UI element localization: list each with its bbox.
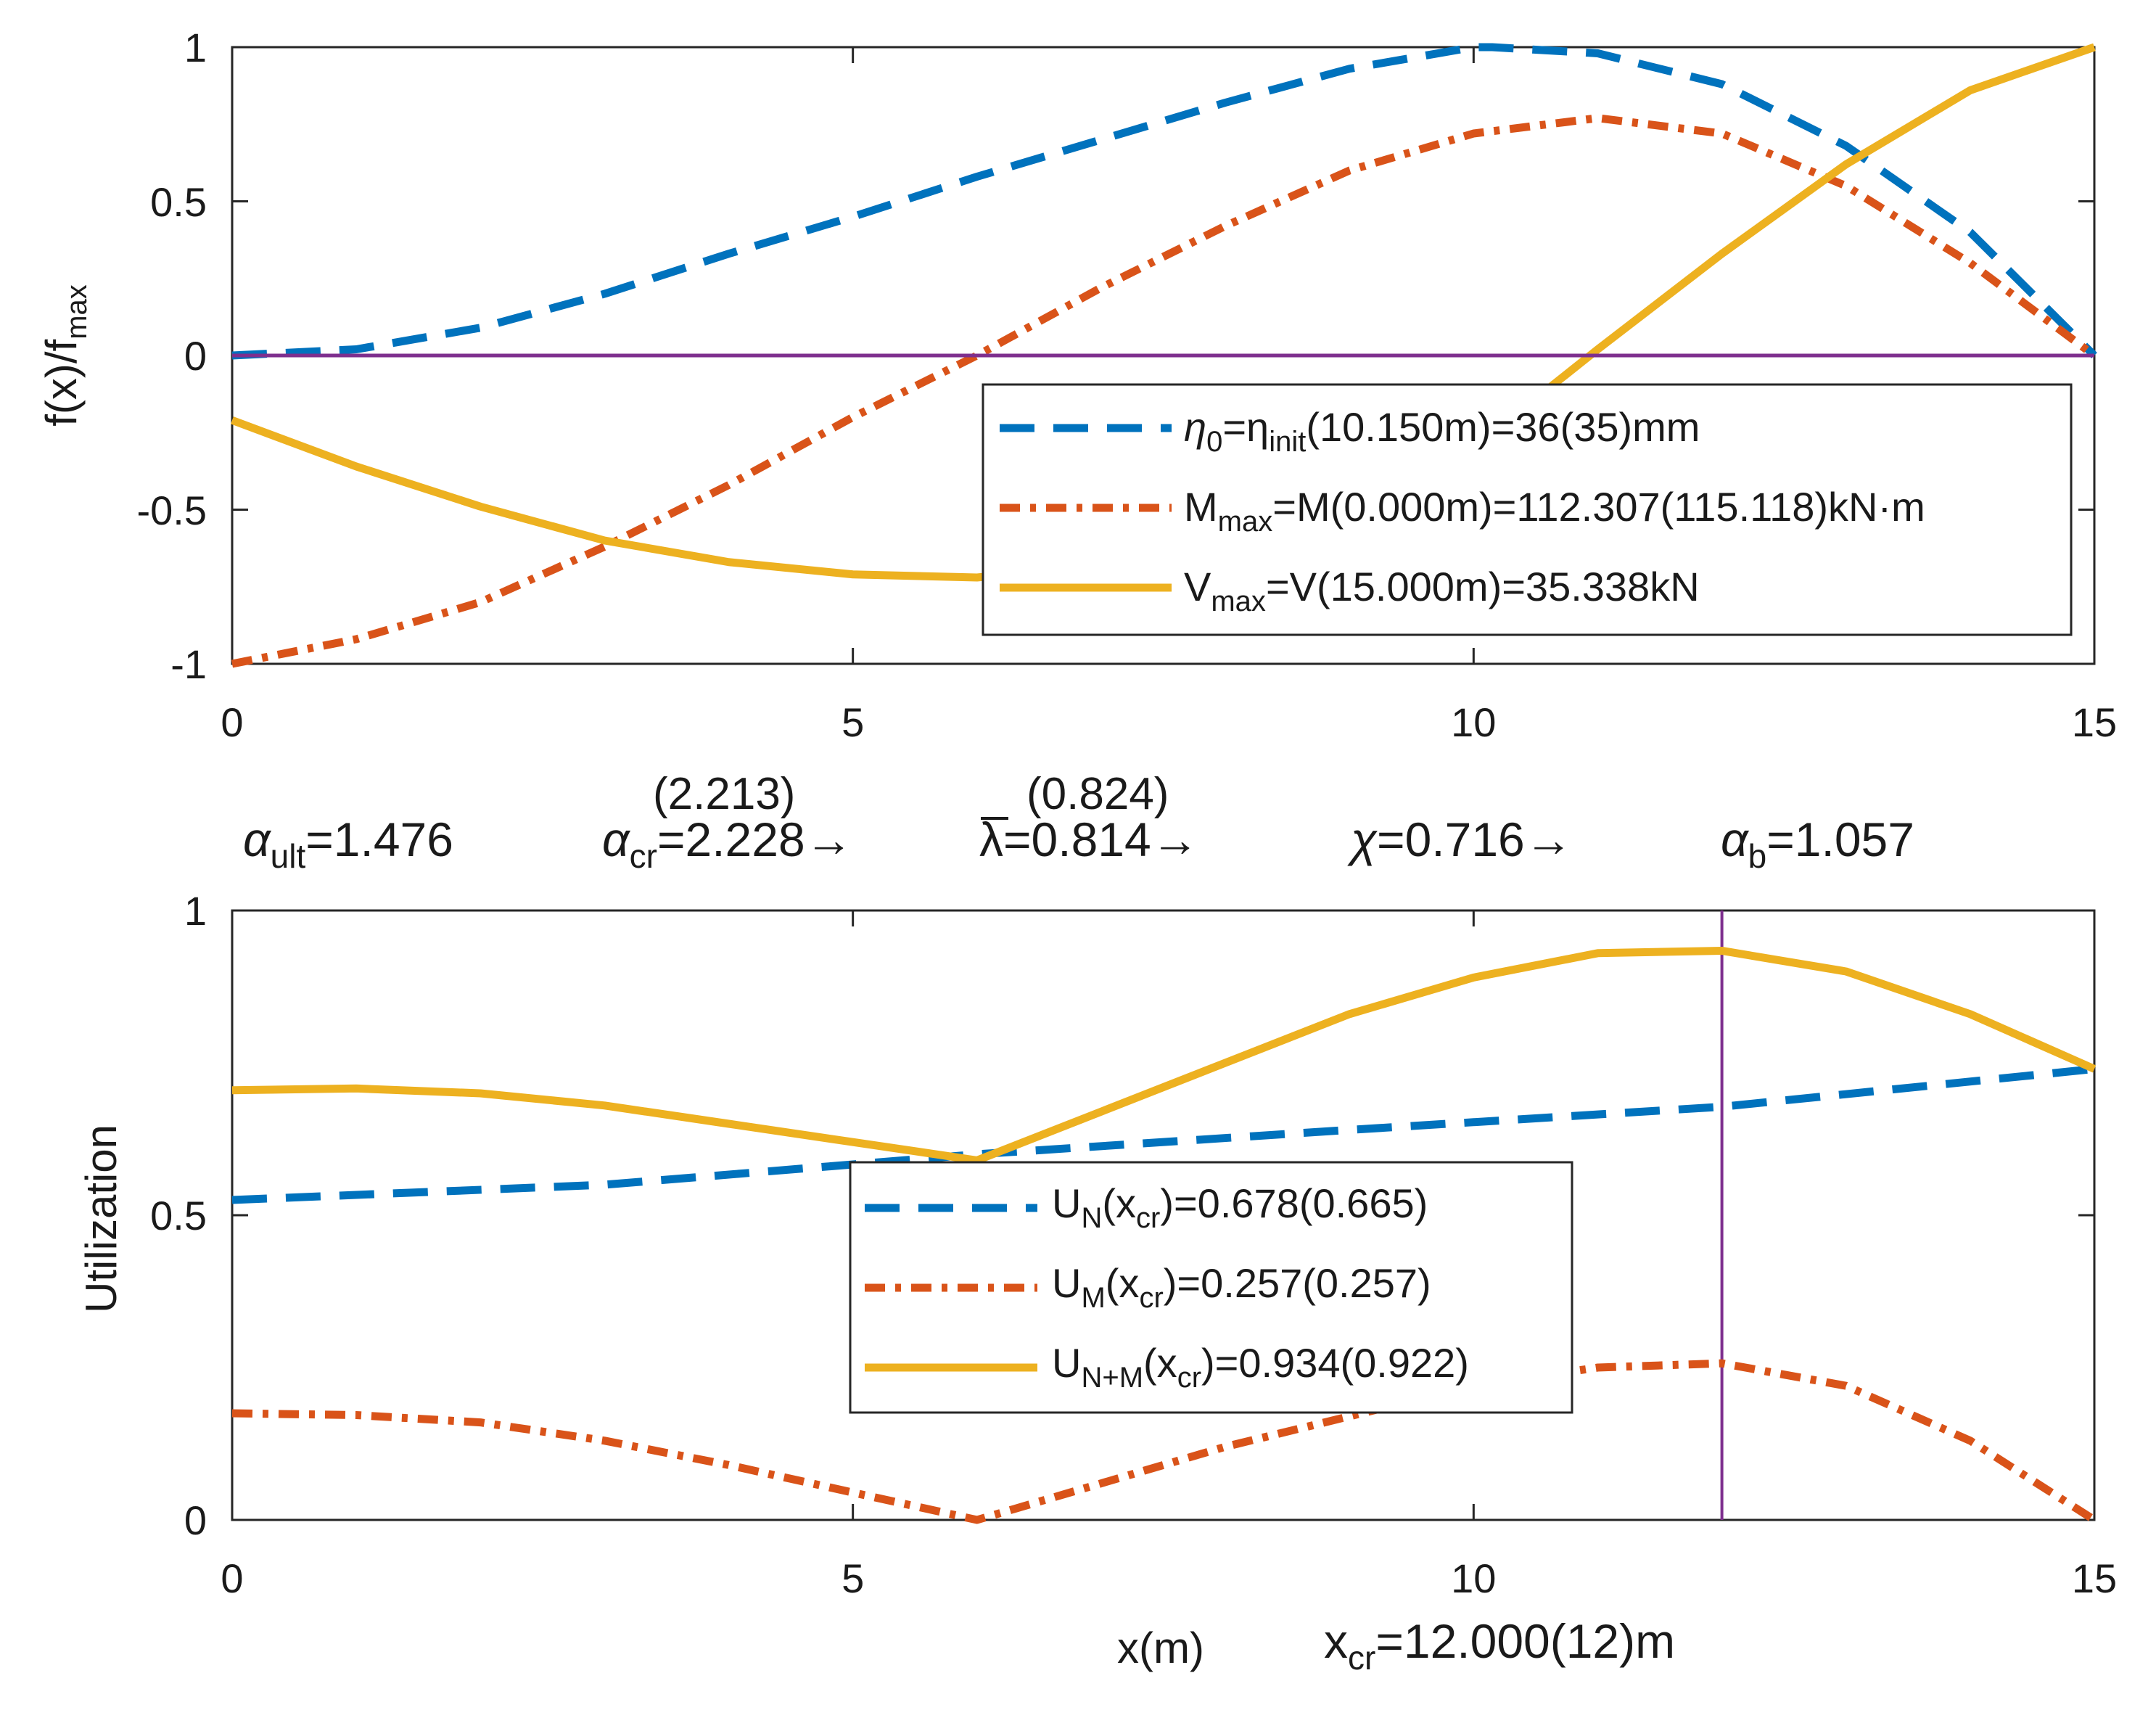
top-x-tick-label: 10	[1451, 699, 1496, 745]
bottom-series-line-1	[231, 1359, 2097, 1524]
lambda-previous-value: (0.824)	[1026, 769, 1169, 819]
bottom-y-tick-label: 0	[184, 1497, 207, 1543]
top-x-tick-label: 5	[842, 699, 864, 745]
legend-label-shear: Vmax=V(15.000m)=35.338kN	[1184, 564, 1700, 617]
x-critical-label: xcr=12.000(12)m	[1324, 1614, 1675, 1677]
bottom-y-tick-label: 1	[184, 888, 207, 934]
parameters-row: αult=1.476 (2.213) αcr=2.228→ (0.824) λ=…	[243, 769, 1914, 875]
top-y-tick-label: 0.5	[150, 179, 207, 225]
bottom-ticks	[231, 909, 2096, 1521]
bottom-series-line-2	[231, 946, 2097, 1164]
alpha-b-label: αb=1.057	[1721, 813, 1914, 875]
bottom-y-tick-label: 0.5	[150, 1193, 207, 1238]
chi-label: χ=0.716→	[1347, 813, 1573, 866]
alpha-cr-label: αcr=2.228→	[602, 813, 853, 875]
legend-label-unm: UN+M(xcr)=0.934(0.922)	[1052, 1340, 1469, 1394]
top-legend: η0=ηinit(10.150m)=36(35)mm Mmax=M(0.000m…	[982, 383, 2073, 636]
legend-label-um: UM(xcr)=0.257(0.257)	[1052, 1260, 1431, 1314]
bottom-legend: UN(xcr)=0.678(0.665) UM(xcr)=0.257(0.257…	[849, 1161, 1573, 1414]
top-y-tick-label: 0	[184, 333, 207, 379]
top-x-tick-label: 0	[221, 699, 243, 745]
top-series-line-1	[231, 114, 2097, 668]
bottom-x-tick-label: 15	[2072, 1555, 2117, 1601]
legend-label-eta: η0=ηinit(10.150m)=36(35)mm	[1184, 404, 1700, 458]
alpha-ult-label: αult=1.476	[243, 813, 453, 875]
top-y-tick-label: 1	[184, 25, 207, 70]
top-x-tick-label: 15	[2072, 699, 2117, 745]
lambda-label: λ=0.814→	[979, 813, 1199, 866]
bottom-panel: 1 0.5 0 0 5 10 15 Utilization x(m) xcr=1…	[77, 888, 2117, 1677]
bottom-y-axis-label: Utilization	[77, 1125, 126, 1313]
top-series-line-0	[231, 43, 2097, 360]
bottom-series-line-0	[231, 1064, 2095, 1204]
alpha-cr-previous-value: (2.213)	[653, 769, 795, 819]
bottom-x-tick-label: 5	[842, 1555, 864, 1601]
top-y-tick-label: -1	[170, 641, 207, 687]
legend-label-un: UN(xcr)=0.678(0.665)	[1052, 1180, 1428, 1234]
bottom-x-tick-label: 0	[221, 1555, 243, 1601]
top-y-axis-label: f(x)/fmax	[37, 284, 93, 427]
top-y-tick-label: -0.5	[137, 488, 207, 533]
legend-label-moment: Mmax=M(0.000m)=112.307(115.118)kN·m	[1184, 484, 1925, 538]
top-panel: 1 0.5 0 -0.5 -1 0 5 10 15 f(x)/fmax η0=η…	[37, 25, 2117, 745]
bottom-x-axis-label: x(m)	[1117, 1624, 1204, 1672]
bottom-series	[231, 911, 2097, 1524]
bottom-x-tick-label: 10	[1451, 1555, 1496, 1601]
